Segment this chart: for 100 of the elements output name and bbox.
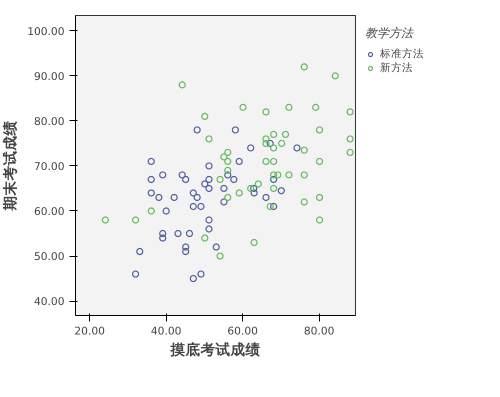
point xyxy=(182,248,190,256)
point xyxy=(316,216,324,224)
point xyxy=(178,81,186,88)
point xyxy=(254,180,262,188)
point xyxy=(239,104,247,111)
point xyxy=(212,243,220,251)
point xyxy=(197,270,205,278)
point xyxy=(220,198,228,206)
point xyxy=(332,72,339,80)
point xyxy=(300,146,308,154)
point xyxy=(170,194,178,202)
point xyxy=(205,176,213,184)
point xyxy=(262,140,270,148)
y-tick-label: 90.00 xyxy=(34,70,65,83)
point xyxy=(201,234,208,242)
point xyxy=(250,189,258,197)
y-tick-label: 40.00 xyxy=(34,295,65,308)
point xyxy=(148,176,155,184)
point xyxy=(201,180,208,188)
point xyxy=(224,166,232,174)
point xyxy=(247,144,254,152)
point xyxy=(270,130,278,138)
point xyxy=(274,171,282,179)
point xyxy=(282,130,290,138)
point xyxy=(262,135,270,143)
point xyxy=(174,230,182,238)
x-tick-label: 80.00 xyxy=(304,324,335,338)
point xyxy=(159,230,166,238)
point xyxy=(224,194,232,202)
point xyxy=(190,202,197,210)
x-axis-title: 摸底考试成绩 xyxy=(170,340,260,358)
point xyxy=(346,148,354,156)
point xyxy=(270,202,278,210)
point xyxy=(205,135,213,143)
y-tick-label: 80.00 xyxy=(34,114,65,128)
point xyxy=(148,158,155,166)
point xyxy=(236,158,243,166)
point xyxy=(316,126,324,134)
point xyxy=(316,158,324,166)
point xyxy=(270,144,278,152)
point xyxy=(230,176,238,184)
point xyxy=(205,162,213,170)
point xyxy=(293,144,301,152)
point xyxy=(232,126,239,134)
point xyxy=(159,234,166,242)
point xyxy=(132,270,140,278)
y-tick-label: 70.00 xyxy=(34,160,65,173)
point xyxy=(216,252,224,260)
point xyxy=(159,171,166,179)
point xyxy=(224,158,232,166)
point xyxy=(236,189,243,197)
point xyxy=(102,216,109,224)
point xyxy=(346,135,354,143)
point xyxy=(178,171,186,179)
point xyxy=(346,108,354,116)
x-tick-label: 20.00 xyxy=(74,324,106,338)
y-tick-label: 50.00 xyxy=(34,250,65,264)
y-axis-title: 期末考试成绩 xyxy=(2,120,20,212)
point xyxy=(250,238,258,246)
point xyxy=(201,112,208,120)
y-tick-label: 100.00 xyxy=(27,24,65,38)
point xyxy=(132,216,140,224)
point xyxy=(270,158,278,166)
point xyxy=(316,194,324,202)
point xyxy=(285,104,293,111)
point xyxy=(270,184,278,192)
point xyxy=(262,158,270,166)
point xyxy=(224,148,232,156)
point xyxy=(262,194,270,202)
point xyxy=(190,274,197,282)
point xyxy=(224,171,232,179)
legend-label: 标准方法 xyxy=(380,47,424,61)
point xyxy=(216,176,224,184)
point xyxy=(205,184,213,192)
point xyxy=(270,176,278,184)
point xyxy=(278,187,285,194)
point xyxy=(136,248,144,256)
point xyxy=(194,194,201,202)
point xyxy=(278,140,286,148)
point xyxy=(162,207,170,215)
point xyxy=(266,140,274,148)
legend-title: 教学方法 xyxy=(365,25,415,42)
point xyxy=(148,207,155,215)
point xyxy=(197,202,205,210)
point xyxy=(247,184,254,192)
point xyxy=(285,171,293,179)
point xyxy=(220,184,228,192)
point xyxy=(262,108,270,116)
point xyxy=(300,198,308,206)
point xyxy=(155,194,162,202)
point xyxy=(266,202,274,210)
point xyxy=(148,189,155,197)
point xyxy=(190,189,197,197)
point xyxy=(300,63,308,70)
point xyxy=(182,243,190,251)
point xyxy=(186,230,194,238)
point xyxy=(312,104,320,111)
point xyxy=(182,176,190,184)
x-tick-label: 60.00 xyxy=(227,324,258,338)
point xyxy=(300,171,308,179)
